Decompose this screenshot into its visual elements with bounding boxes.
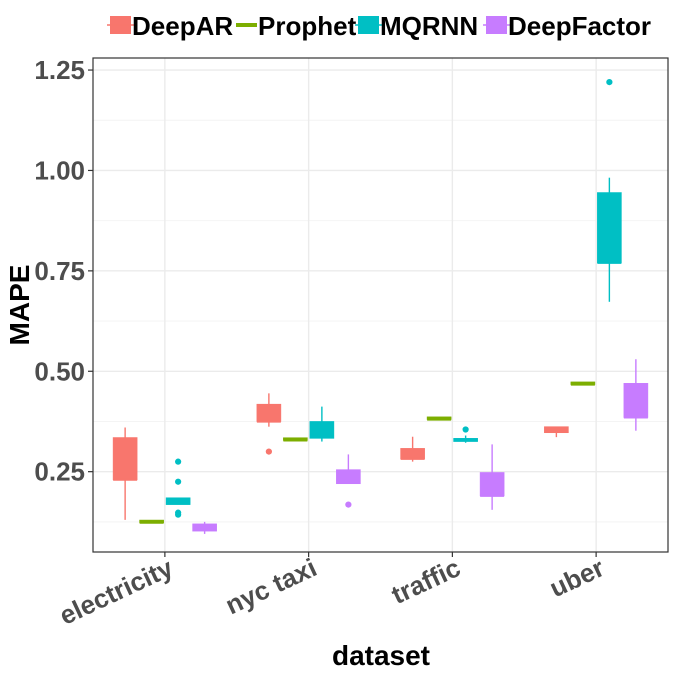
legend-item-deepar: DeepAR: [107, 11, 233, 41]
box-deepar-electricity: [112, 427, 138, 520]
y-tick-label: 0.75: [34, 256, 85, 286]
x-tick-label: traffic: [387, 552, 465, 610]
box-mqrnn-electricity: [165, 458, 191, 518]
box-body: [479, 472, 505, 497]
box-prophet-uber: [570, 381, 596, 386]
legend-item-mqrnn: MQRNN: [355, 11, 478, 41]
box-body: [112, 437, 138, 481]
box-series: [112, 78, 649, 534]
outlier-point: [175, 458, 182, 465]
x-tick-label: nyc taxi: [221, 552, 321, 620]
box-mqrnn-nyc-taxi: [309, 406, 335, 442]
box-deepar-uber: [544, 426, 569, 438]
y-tick-label: 0.25: [34, 457, 85, 487]
x-tick-label: electricity: [55, 552, 178, 631]
y-axis-ticks: 0.25 0.50 0.75 1.00 1.25: [34, 55, 93, 487]
box-body: [544, 426, 569, 434]
box-prophet-electricity: [139, 519, 164, 524]
box-body: [309, 421, 335, 439]
plot-panel: [93, 58, 668, 552]
outlier-point: [175, 511, 182, 518]
x-axis-title: dataset: [332, 640, 430, 671]
y-tick-label: 1.25: [34, 55, 85, 85]
box-mqrnn-uber: [597, 78, 622, 302]
legend-label: DeepAR: [132, 11, 233, 41]
outlier-point: [265, 448, 272, 455]
y-tick-label: 1.00: [34, 155, 85, 185]
x-axis-ticks: electricity nyc taxi traffic uber: [55, 552, 609, 631]
x-tick-label: uber: [545, 552, 609, 603]
box-body: [597, 192, 622, 264]
box-deepar-traffic: [400, 436, 425, 462]
box-deepfactor-electricity: [192, 521, 217, 534]
gridlines: [93, 58, 668, 552]
legend-label: Prophet: [258, 11, 357, 41]
box-prophet-nyc-taxi: [283, 437, 308, 442]
box-deepfactor-nyc-taxi: [336, 454, 361, 508]
box-deepfactor-traffic: [479, 444, 505, 510]
box-body: [623, 383, 649, 418]
legend: DeepAR Prophet MQRNN DeepFactor: [107, 11, 651, 41]
plot-panel-border: [92, 57, 669, 553]
outlier-point: [345, 501, 352, 508]
legend-item-prophet: Prophet: [236, 11, 357, 41]
outlier-point: [462, 426, 469, 433]
box-deepfactor-uber: [623, 359, 649, 431]
legend-label: DeepFactor: [508, 11, 651, 41]
legend-item-deepfactor: DeepFactor: [483, 11, 651, 41]
y-tick-label: 0.50: [34, 356, 85, 386]
outlier-point: [175, 478, 182, 485]
box-body: [400, 448, 425, 460]
box-deepar-nyc-taxi: [256, 393, 282, 455]
box-prophet-traffic: [426, 416, 452, 421]
legend-label: MQRNN: [380, 11, 478, 41]
box-body: [256, 403, 282, 422]
y-axis-title: MAPE: [4, 265, 35, 346]
outlier-point: [606, 78, 613, 86]
legend-key: [236, 23, 257, 27]
box-body: [336, 469, 361, 485]
box-mqrnn-traffic: [453, 426, 478, 443]
